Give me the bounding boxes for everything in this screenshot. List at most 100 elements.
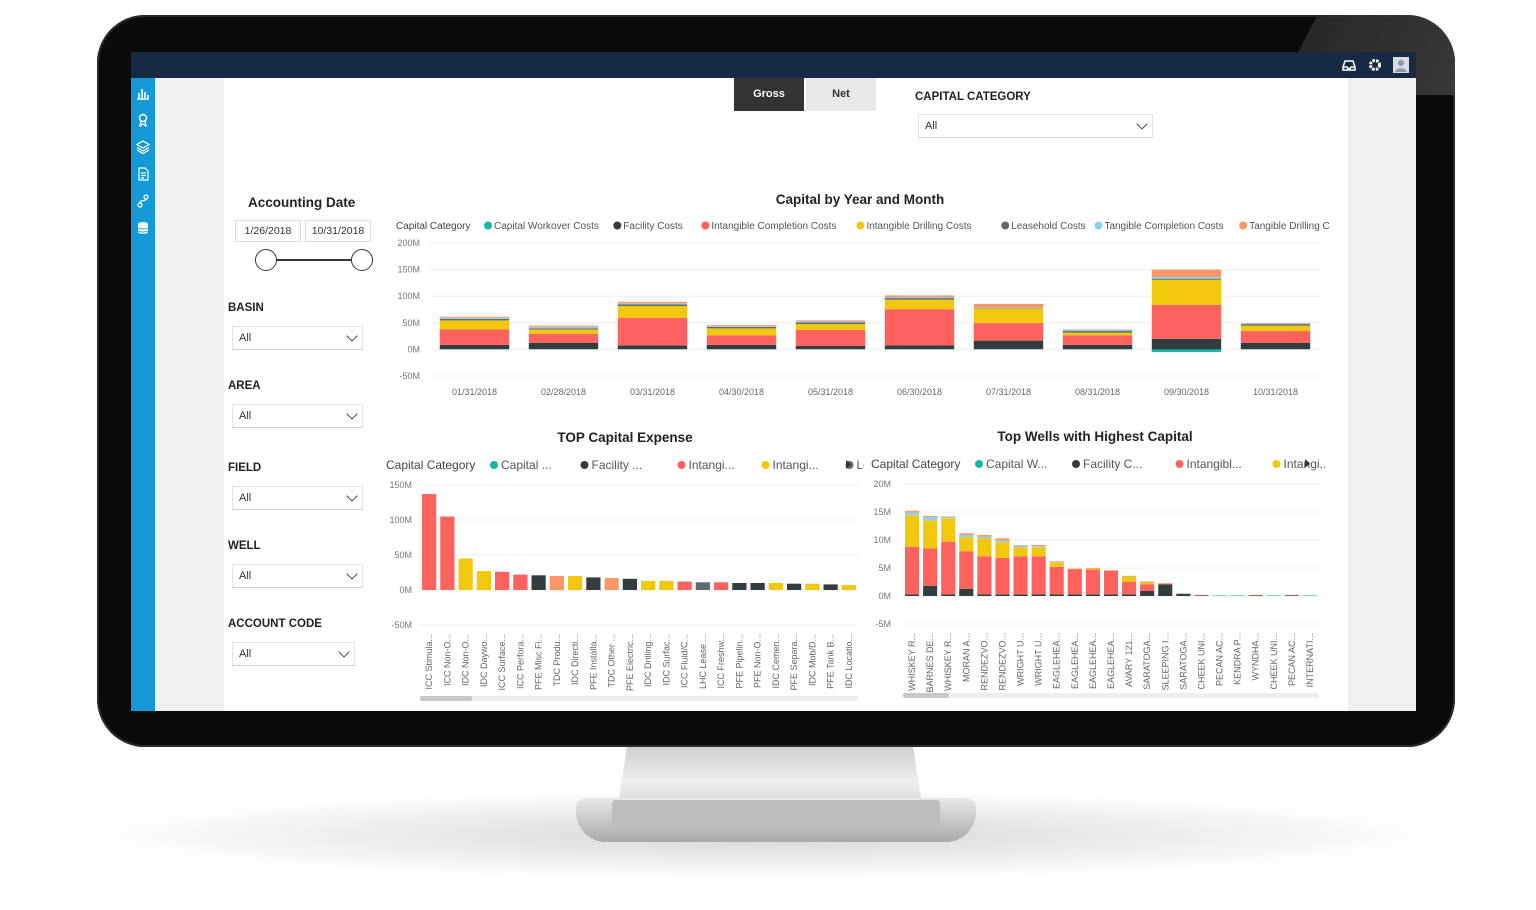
bar-segment <box>1062 332 1133 336</box>
bar <box>604 578 619 590</box>
bar-segment <box>1067 569 1082 595</box>
account-code-dropdown[interactable]: All <box>232 642 355 666</box>
bar-segment <box>995 542 1010 558</box>
well-dropdown[interactable]: All <box>232 564 363 588</box>
date-slider-start-handle[interactable] <box>255 249 277 271</box>
bar-segment <box>1212 595 1227 596</box>
y-tick-label: 50M <box>394 550 412 560</box>
x-tick-label: 10/31/2018 <box>1253 387 1298 397</box>
x-tick-label: SLEEPING I... <box>1160 633 1170 691</box>
bar-segment <box>1248 595 1263 596</box>
bar-segment <box>904 515 920 547</box>
x-tick-label: IDC Mob/D... <box>807 634 817 686</box>
x-tick-label: PFE Misc Fi... <box>534 634 544 690</box>
start-date-input[interactable]: 1/26/2018 <box>235 220 301 242</box>
legend-next-arrow <box>846 460 851 469</box>
gear-icon[interactable] <box>1367 57 1383 73</box>
x-tick-label: IDC Locatio... <box>844 634 854 689</box>
bar-segment <box>1031 546 1046 548</box>
x-tick-label: ICC Freshw... <box>716 634 726 689</box>
y-tick-label: 10M <box>873 535 891 545</box>
legend-title: Capital Category <box>396 221 470 232</box>
bar-segment <box>904 512 920 516</box>
x-tick-label: CHEEK UNI... <box>1269 633 1279 690</box>
user-icon[interactable] <box>1393 57 1409 73</box>
bar <box>586 577 601 590</box>
y-tick-label: 0M <box>878 591 891 601</box>
net-toggle-button[interactable]: Net <box>806 78 876 111</box>
database-icon[interactable] <box>135 221 151 237</box>
bar-segment <box>959 588 974 596</box>
bar-segment <box>973 303 1044 308</box>
bar-segment <box>528 329 599 334</box>
inbox-icon[interactable] <box>1341 57 1357 73</box>
legend-marker <box>1239 221 1248 230</box>
accounting-date-label: Accounting Date <box>248 195 356 210</box>
bar-segment <box>1085 569 1100 595</box>
legend-item: Capital W... <box>986 457 1047 471</box>
field-dropdown[interactable]: All <box>232 486 363 510</box>
x-tick-label: EAGLEHEA... <box>1052 633 1062 689</box>
bar <box>513 574 528 590</box>
x-tick-label: IDC Directi... <box>570 634 580 685</box>
bar-segment <box>1049 594 1064 596</box>
scrollbar-track <box>903 693 1319 698</box>
document-icon[interactable] <box>135 167 151 183</box>
layers-icon[interactable] <box>135 140 151 156</box>
x-tick-label: EAGLEHEA... <box>1070 633 1080 689</box>
legend-item: Intangi... <box>773 458 819 472</box>
x-tick-label: 06/30/2018 <box>897 387 942 397</box>
bar <box>568 576 583 590</box>
legend-item: Tangible Drilling Costs <box>1249 221 1330 232</box>
bar-segment <box>1230 595 1245 596</box>
bar-segment <box>1049 561 1064 562</box>
end-date-input[interactable]: 10/31/2018 <box>305 220 371 242</box>
chevron-down-icon <box>346 330 358 342</box>
chevron-down-icon <box>346 490 358 502</box>
gross-toggle-button[interactable]: Gross <box>734 78 804 111</box>
bar <box>768 583 783 590</box>
x-tick-label: WHISKEY R... <box>943 633 953 691</box>
award-icon[interactable] <box>135 113 151 129</box>
bar-chart-icon[interactable] <box>135 86 151 102</box>
legend-item: Capital ... <box>501 458 552 472</box>
bar-segment <box>1122 575 1137 577</box>
flow-icon[interactable] <box>135 194 151 210</box>
bar-segment <box>1013 556 1028 595</box>
basin-dropdown[interactable]: All <box>232 326 363 350</box>
date-slider-end-handle[interactable] <box>351 249 373 271</box>
capital-category-dropdown[interactable]: All <box>918 114 1153 138</box>
bar-segment <box>977 534 992 537</box>
x-tick-label: 05/31/2018 <box>808 387 853 397</box>
bar <box>732 583 747 590</box>
bar-segment <box>973 323 1044 341</box>
bar <box>531 575 546 590</box>
x-tick-label: PFE Installa... <box>588 634 598 690</box>
bar-segment <box>973 307 1044 309</box>
x-tick-label: INTERNATI... <box>1305 633 1315 687</box>
bar-segment <box>941 594 956 596</box>
x-tick-label: WRIGHT U... <box>1034 633 1044 686</box>
bar-segment <box>1248 594 1263 596</box>
legend-item: Intangible Completion Costs <box>711 221 836 232</box>
bar-segment <box>1031 556 1046 595</box>
legend-item: Capital Workover Costs <box>494 221 599 232</box>
bar-segment <box>1240 323 1311 325</box>
date-slider-track[interactable] <box>266 259 362 261</box>
bar-segment <box>1151 278 1222 280</box>
y-tick-label: 100M <box>389 515 412 525</box>
bar <box>659 580 674 590</box>
x-tick-label: PFE Separa... <box>789 634 799 691</box>
bar-segment <box>1140 582 1155 585</box>
x-tick-label: AVARY 121... <box>1124 633 1134 687</box>
area-dropdown[interactable]: All <box>232 404 363 428</box>
bar-segment <box>1151 269 1222 278</box>
x-tick-label: TDC Other ... <box>607 634 617 688</box>
bar-segment <box>995 594 1010 596</box>
bar-segment <box>706 328 777 336</box>
monitor-neck <box>618 745 922 805</box>
bar-segment <box>706 335 777 345</box>
bar-segment <box>1062 329 1133 330</box>
bar-segment <box>1062 344 1133 350</box>
account-code-value: All <box>239 648 252 660</box>
